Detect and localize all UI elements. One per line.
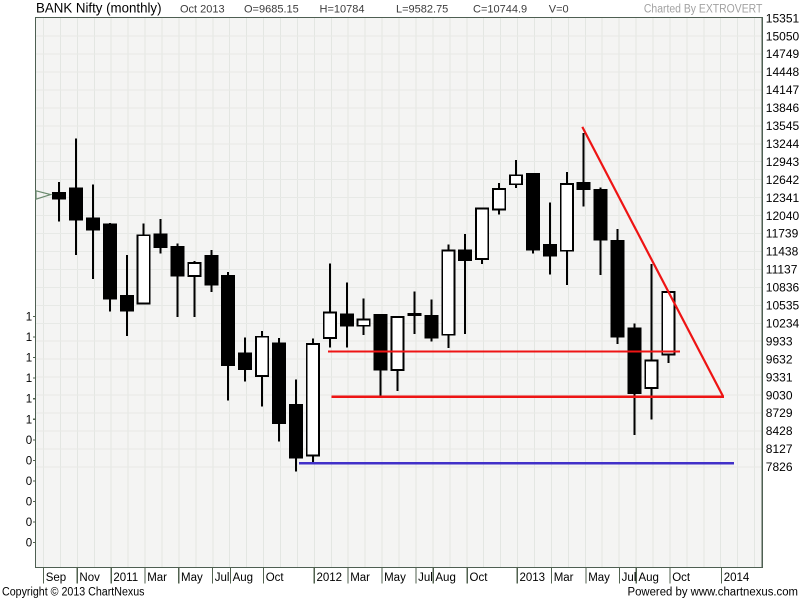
svg-text:Oct: Oct: [470, 572, 489, 584]
svg-text:12040: 12040: [766, 209, 800, 223]
svg-text:2012: 2012: [317, 572, 343, 584]
svg-text:Mar: Mar: [350, 572, 370, 584]
svg-text:1: 1: [26, 353, 32, 365]
svg-text:May: May: [384, 572, 406, 584]
svg-text:15050: 15050: [766, 29, 800, 43]
svg-text:Sep: Sep: [46, 572, 66, 584]
svg-text:2013: 2013: [519, 572, 545, 584]
svg-text:V=0: V=0: [549, 4, 569, 16]
svg-text:14448: 14448: [766, 65, 800, 79]
svg-text:Powered by www.chartnexus.com: Powered by www.chartnexus.com: [628, 587, 799, 599]
svg-text:Oct: Oct: [266, 572, 285, 584]
svg-text:10234: 10234: [766, 316, 800, 330]
svg-text:1: 1: [26, 414, 32, 426]
svg-text:13244: 13244: [766, 137, 800, 151]
svg-text:0: 0: [26, 455, 32, 467]
svg-text:0: 0: [26, 476, 32, 488]
svg-text:Jul: Jul: [622, 572, 637, 584]
svg-text:1: 1: [26, 394, 32, 406]
svg-text:Oct: Oct: [672, 572, 691, 584]
svg-text:Charted By EXTROVERT: Charted By EXTROVERT: [644, 3, 763, 15]
svg-text:2014: 2014: [724, 572, 750, 584]
svg-text:9331: 9331: [766, 370, 793, 384]
svg-text:Jul: Jul: [418, 572, 433, 584]
svg-text:13545: 13545: [766, 119, 800, 133]
svg-text:Jul: Jul: [215, 572, 230, 584]
svg-text:0: 0: [26, 496, 32, 508]
svg-text:H=10784: H=10784: [320, 4, 365, 16]
svg-text:Nov: Nov: [79, 572, 100, 584]
svg-text:1: 1: [26, 312, 32, 324]
svg-text:13846: 13846: [766, 101, 800, 115]
svg-text:Oct 2013: Oct 2013: [180, 4, 225, 16]
svg-text:14147: 14147: [766, 83, 800, 97]
svg-text:2011: 2011: [113, 572, 138, 584]
svg-text:Aug: Aug: [638, 572, 658, 584]
svg-text:Mar: Mar: [554, 572, 574, 584]
svg-text:10836: 10836: [766, 281, 800, 295]
svg-text:8729: 8729: [766, 406, 793, 420]
svg-text:O=9685.15: O=9685.15: [244, 4, 299, 16]
svg-text:L=9582.75: L=9582.75: [396, 4, 448, 16]
svg-text:Aug: Aug: [435, 572, 455, 584]
svg-text:Aug: Aug: [233, 572, 253, 584]
svg-text:BANK Nifty (monthly): BANK Nifty (monthly): [36, 0, 162, 15]
svg-text:12943: 12943: [766, 155, 800, 169]
svg-text:9030: 9030: [766, 388, 793, 402]
svg-text:0: 0: [26, 517, 32, 529]
svg-text:C=10744.9: C=10744.9: [473, 4, 527, 16]
svg-text:12341: 12341: [766, 191, 800, 205]
svg-text:1: 1: [26, 373, 32, 385]
svg-text:1: 1: [26, 332, 32, 344]
svg-text:9933: 9933: [766, 334, 793, 348]
svg-text:14749: 14749: [766, 47, 800, 61]
svg-text:15351: 15351: [766, 11, 800, 25]
svg-text:11137: 11137: [766, 263, 798, 277]
svg-text:Mar: Mar: [147, 572, 167, 584]
svg-text:11739: 11739: [766, 227, 799, 241]
svg-text:8127: 8127: [766, 442, 793, 456]
svg-text:10535: 10535: [766, 299, 800, 313]
svg-text:Copyright © 2013 ChartNexus: Copyright © 2013 ChartNexus: [2, 587, 145, 599]
svg-text:11438: 11438: [766, 245, 799, 259]
svg-text:7826: 7826: [766, 460, 793, 474]
svg-text:8428: 8428: [766, 424, 793, 438]
svg-text:0: 0: [26, 538, 32, 550]
svg-text:9632: 9632: [766, 352, 793, 366]
svg-text:May: May: [588, 572, 610, 584]
svg-text:0: 0: [26, 435, 32, 447]
svg-text:May: May: [181, 572, 203, 584]
svg-text:12642: 12642: [766, 173, 800, 187]
